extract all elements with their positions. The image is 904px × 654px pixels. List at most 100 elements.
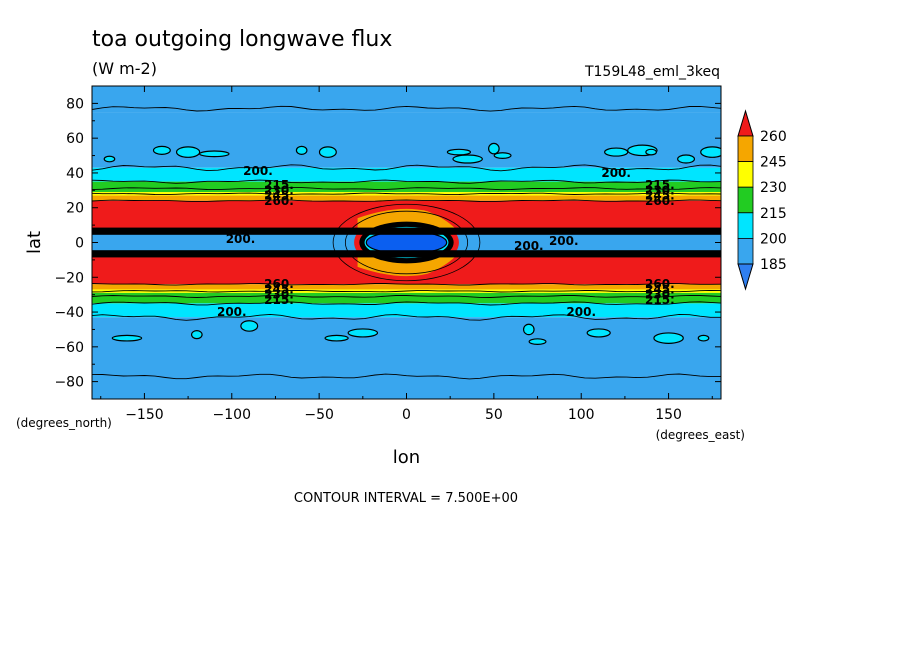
contour-value-label: 200. [217,305,247,319]
contour-line [92,192,721,196]
contour-belt [92,250,721,258]
contour-line [92,105,721,112]
contour-line [92,373,721,380]
colorbar-label: 215 [760,206,787,222]
contour-value-label: 260. [264,194,294,208]
units-label: (W m-2) [92,59,157,78]
contour-island [190,330,203,340]
x-tick-label: −50 [304,407,334,423]
colorbar-bottom-arrow [737,263,754,291]
contour-band [92,317,721,399]
contour-island [677,154,696,164]
contour-value-label: 230. [645,183,675,197]
colorbar-top-arrow [737,109,754,137]
x-tick-label: 0 [402,407,411,423]
contour-island [653,332,684,344]
colorbar-swatch [737,161,754,188]
y-tick-label: 0 [75,236,84,252]
contour-island [604,147,629,157]
contour-island [488,142,500,155]
contour-value-label: 245. [645,282,675,296]
contour-value-label: 260. [264,277,294,291]
y-tick-label: 40 [66,166,84,182]
contour-value-label: 215. [645,178,675,192]
contour-line [92,179,721,184]
y-tick-label: −20 [54,270,84,286]
contour-island [318,146,337,158]
contour-value-label: 260. [645,277,675,291]
colorbar: 260 245 230 215 200 185 [737,109,787,291]
anomaly-contour [332,203,481,282]
contour-line [92,164,721,172]
contour-island [240,320,259,332]
contour-value-label: 230. [645,288,675,302]
contour-value-label: 215. [264,178,294,192]
contour-island [446,148,472,156]
contour-value-label: 200. [566,305,596,319]
contour-value-label: 215. [645,293,675,307]
colorbar-label: 230 [760,180,787,196]
contour-value-label: 200. [226,232,256,246]
contour-island [700,146,721,158]
contour-value-label: 260. [645,194,675,208]
contour-island [347,328,379,338]
contour-island [697,334,710,342]
contour-line [92,294,721,298]
contour-band [92,167,721,182]
contour-island [493,152,512,159]
contour-island [522,323,535,336]
colorbar-swatch [737,212,754,239]
contour-island [295,145,308,155]
contour-line [92,199,721,203]
x-axis-label: lon [393,447,420,468]
x-tick-label: 150 [655,407,682,423]
contour-band [92,181,721,193]
contour-value-label: 230. [264,288,294,302]
y-axis-unit: (degrees_north) [16,416,112,430]
contour-line [92,187,721,191]
colorbar-label: 245 [760,155,787,171]
contour-island [528,338,547,345]
y-tick-label: 80 [66,96,84,112]
contour-island [152,145,171,155]
y-tick-label: 20 [66,201,84,217]
colorbar-label: 200 [760,231,787,247]
contour-value-label: 245. [645,189,675,203]
contour-island [199,150,230,158]
contour-band [92,195,721,201]
colorbar-label: 260 [760,129,787,145]
contour-island [175,146,201,158]
x-tick-label: −150 [125,407,163,423]
anomaly-contour [344,210,469,275]
y-tick-label: −40 [54,305,84,321]
colorbar-swatch [737,237,754,265]
contour-island [324,334,349,342]
x-axis-unit: (degrees_east) [656,428,745,442]
contour-belt [92,227,721,235]
contour-line [92,282,721,286]
contour-band [92,284,721,290]
contour-band [92,112,721,168]
y-tick-label: −80 [54,375,84,391]
contour-band [92,303,721,318]
contour-island [452,154,483,164]
contour-island [111,334,143,342]
contour-value-label: 230. [264,183,294,197]
colorbar-swatch [737,186,754,214]
colorbar-swatch [737,135,754,163]
x-tick-label: 50 [485,407,503,423]
colorbar-label: 185 [760,257,787,273]
contour-line [92,313,721,321]
chart-title: toa outgoing longwave flux [92,27,392,52]
contour-interval-label: CONTOUR INTERVAL = 7.500E+00 [294,491,518,506]
contour-value-label: 245. [264,282,294,296]
contour-island [103,155,116,163]
contour-value-label: 200. [549,234,579,248]
contour-line [92,301,721,306]
contour-value-label: 200. [514,239,544,253]
contour-line [92,289,721,293]
contour-value-label: 200. [601,166,631,180]
x-tick-label: −100 [213,407,251,423]
x-tick-label: 100 [568,407,595,423]
